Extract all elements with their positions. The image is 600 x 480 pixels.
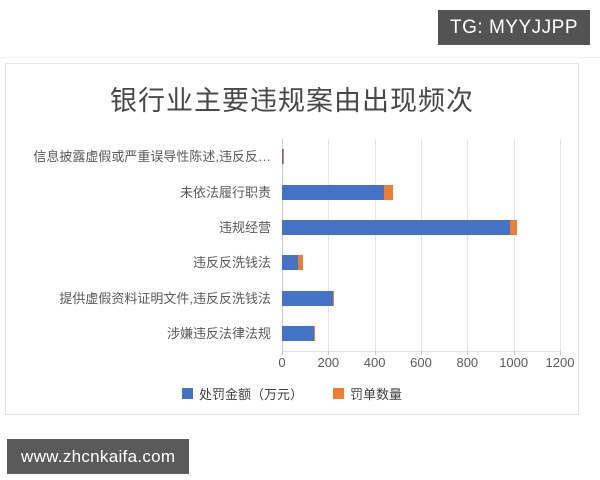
category-label: 未依法履行职责 [179,184,271,200]
legend-item-ticket-count: 罚单数量 [333,384,402,403]
plot-area [282,139,561,355]
legend-label-ticket-count: 罚单数量 [350,387,403,402]
x-tickmark [374,351,376,355]
bar-segment-penalty-amount [282,149,283,165]
bar-row [282,255,303,271]
bar-segment-penalty-amount [282,255,299,271]
page-divider [0,57,600,58]
category-label: 信息披露虚假或严重误导性陈述,违反反… [33,149,271,165]
chart-title: 银行业主要违规案由出现频次 [110,86,474,116]
bar-segment-ticket-count [298,255,303,271]
chart: 银行业主要违规案由出现频次 信息披露虚假或严重误导性陈述,违反反… 未依法履行职责… [5,63,579,415]
x-tickmark [328,351,330,355]
bar-segment-ticket-count [510,219,518,235]
bar-segment-penalty-amount [282,290,333,306]
category-label: 提供虚假资料证明文件,违反反洗钱法 [59,290,271,306]
x-tickmark [513,351,515,355]
category-label: 涉嫌违反法律法规 [166,325,271,341]
x-tickmark [421,351,422,355]
bar-row [282,325,316,341]
axis-line [282,139,283,351]
bar-segment-ticket-count [314,325,316,341]
bar-row [282,149,284,165]
x-tick-label: 600 [410,355,432,370]
category-label: 违规经营 [218,219,271,235]
bar-segment-ticket-count [383,184,394,200]
x-tick-label: 400 [363,355,386,370]
legend: 处罚金额（万元） 罚单数量 [6,384,578,403]
x-axis-labels: 0 200 400 600 800 1000 1200 [278,355,574,371]
legend-swatch-ticket-count-icon [333,388,344,399]
gridline [560,139,561,351]
bar-segment-penalty-amount [282,325,315,341]
bar-row [282,184,394,200]
bar-row [282,290,334,306]
gridline [421,139,422,351]
legend-swatch-penalty-amount-icon [181,388,193,399]
gridline [374,139,376,351]
x-tickmark [282,351,283,355]
gridline [467,139,469,351]
x-tick-label: 0 [278,355,286,370]
category-labels: 信息披露虚假或严重误导性陈述,违反反… 未依法履行职责违规经营违反反洗钱法提供虚假… [6,139,276,351]
gridline [513,139,515,351]
bar-row [282,219,518,235]
x-tick-label: 1000 [499,355,529,370]
x-tick-label: 200 [317,355,340,370]
bar-segment-ticket-count [332,290,334,306]
x-tick-label: 1200 [545,355,575,370]
legend-label-penalty-amount: 处罚金额（万元） [198,387,303,402]
legend-item-penalty-amount: 处罚金额（万元） [181,384,303,403]
x-tickmark [560,351,561,355]
tg-badge: TG: MYYJJPP [438,10,590,45]
x-tickmark [467,351,469,355]
bar-segment-penalty-amount [282,219,511,235]
bar-segment-penalty-amount [282,184,384,200]
category-label: 违反反洗钱法 [192,255,271,271]
x-tick-label: 800 [456,355,479,370]
gridline [328,139,330,351]
watermark-badge: www.zhcnkaifa.com [7,439,190,474]
